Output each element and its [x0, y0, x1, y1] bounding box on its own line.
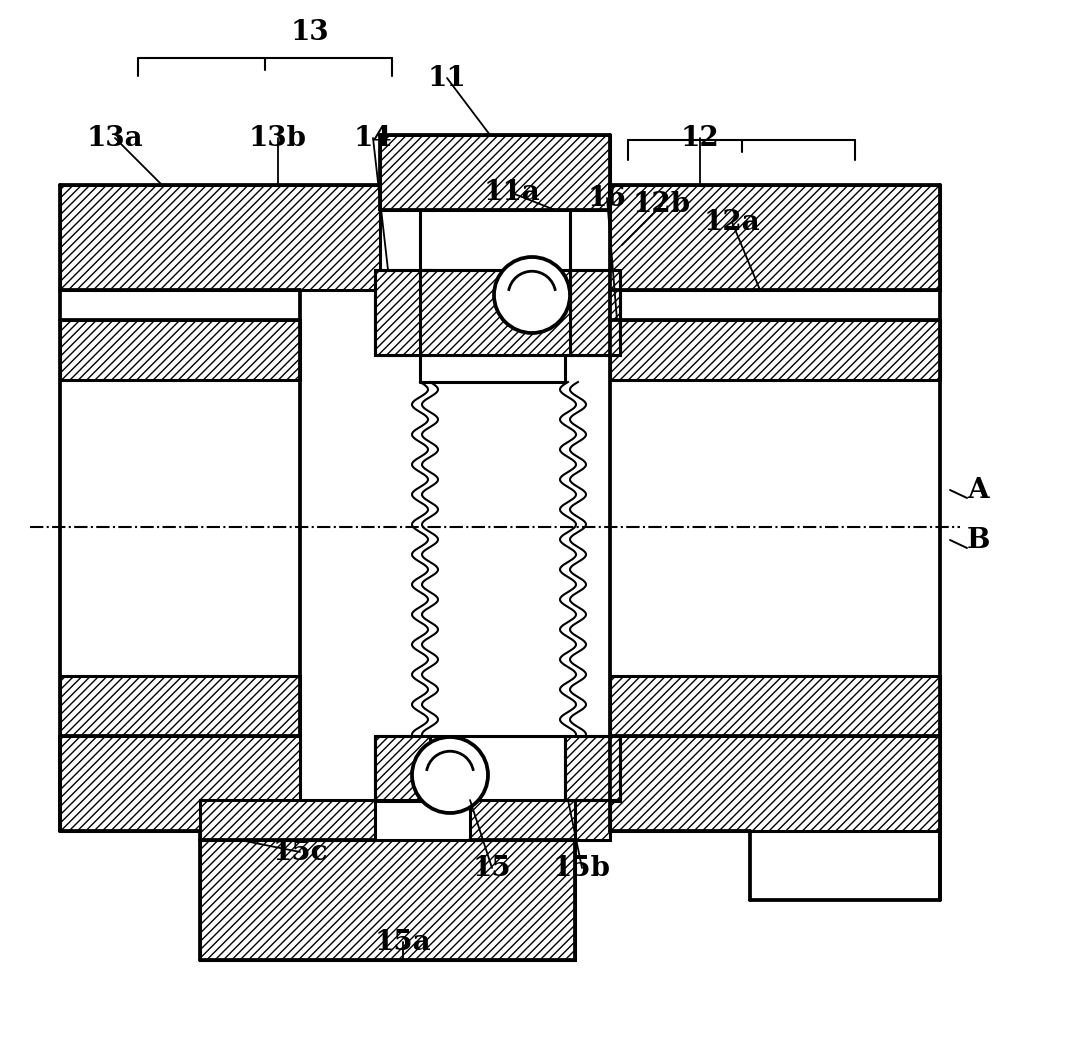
Bar [612, 382, 938, 674]
Bar [420, 270, 570, 355]
Text: 12b: 12b [633, 192, 691, 219]
Bar [375, 270, 430, 355]
Text: 13: 13 [291, 19, 329, 45]
Text: 11: 11 [427, 64, 467, 92]
Bar [470, 800, 610, 840]
Bar [201, 842, 574, 958]
Text: 14: 14 [354, 124, 392, 152]
Bar [610, 320, 940, 380]
Text: 15b: 15b [553, 854, 611, 881]
Circle shape [411, 737, 488, 813]
Bar [379, 135, 610, 210]
Bar [432, 382, 566, 732]
Bar [610, 676, 940, 736]
Text: 12a: 12a [704, 208, 760, 236]
Text: 13a: 13a [86, 124, 143, 152]
Circle shape [494, 257, 570, 333]
Text: 11a: 11a [484, 179, 540, 206]
Text: 13b: 13b [249, 124, 307, 152]
Text: 15: 15 [472, 854, 512, 881]
Text: A: A [967, 477, 989, 503]
Bar [565, 736, 620, 801]
Bar [200, 800, 375, 840]
Bar [610, 736, 940, 831]
Bar [570, 270, 620, 355]
Bar [610, 185, 940, 290]
Bar [60, 185, 379, 290]
Text: 12: 12 [680, 124, 720, 152]
Text: 15a: 15a [374, 929, 432, 955]
Bar [375, 736, 430, 801]
Bar [60, 320, 300, 380]
Bar [60, 676, 300, 736]
Bar [60, 736, 300, 831]
Bar [200, 840, 575, 960]
Text: B: B [966, 526, 989, 554]
Text: 16: 16 [587, 184, 627, 212]
Bar [62, 382, 298, 674]
Text: 15c: 15c [272, 838, 327, 866]
